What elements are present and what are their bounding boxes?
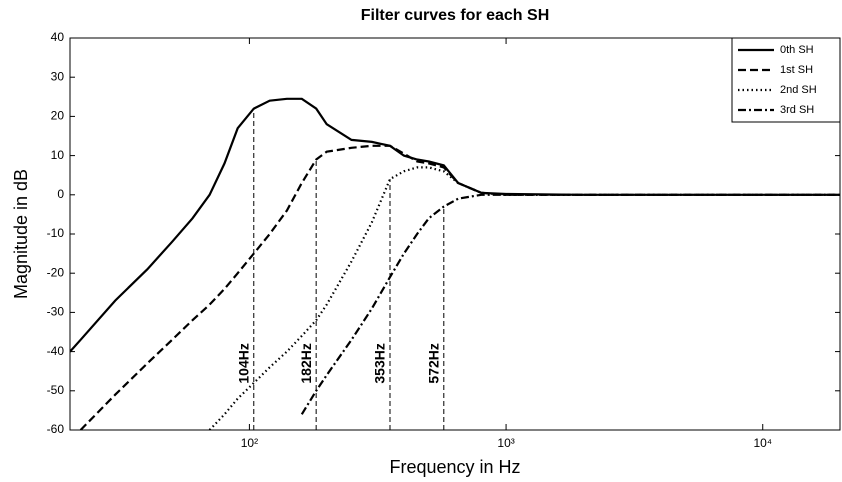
- legend-box: [731, 37, 841, 123]
- annotation-label: 572Hz: [426, 343, 442, 383]
- x-tick-label: 10³: [497, 436, 514, 450]
- series-line: [300, 193, 840, 415]
- chart-title: Filter curves for each SH: [361, 7, 550, 24]
- y-tick-label: 30: [51, 69, 65, 83]
- x-tick-label: 10⁴: [753, 436, 772, 450]
- y-axis-label: Magnitude in dB: [11, 169, 31, 299]
- x-axis-label: Frequency in Hz: [389, 457, 520, 477]
- y-tick-label: -30: [47, 305, 65, 319]
- annotation-label: 353Hz: [372, 343, 388, 383]
- legend-label: 1st SH: [780, 64, 813, 76]
- y-tick-label: -50: [47, 383, 65, 397]
- legend-label: 2nd SH: [780, 84, 817, 96]
- y-tick-label: 20: [51, 109, 65, 123]
- annotation-label: 182Hz: [298, 343, 314, 383]
- plot-area: [70, 97, 840, 430]
- y-tick-label: -20: [47, 265, 65, 279]
- legend-label: 3rd SH: [780, 104, 814, 116]
- plot-frame: [69, 37, 841, 431]
- annotation-label: 104Hz: [235, 343, 251, 383]
- y-tick-label: -40: [47, 344, 65, 358]
- y-tick-label: -10: [47, 226, 65, 240]
- legend-label: 0th SH: [780, 44, 814, 56]
- y-tick-label: 40: [51, 30, 65, 44]
- y-tick-label: 0: [57, 187, 64, 201]
- y-tick-label: -60: [47, 422, 65, 436]
- y-tick-label: 10: [51, 148, 65, 162]
- series-line: [70, 97, 840, 353]
- x-tick-label: 10²: [241, 436, 258, 450]
